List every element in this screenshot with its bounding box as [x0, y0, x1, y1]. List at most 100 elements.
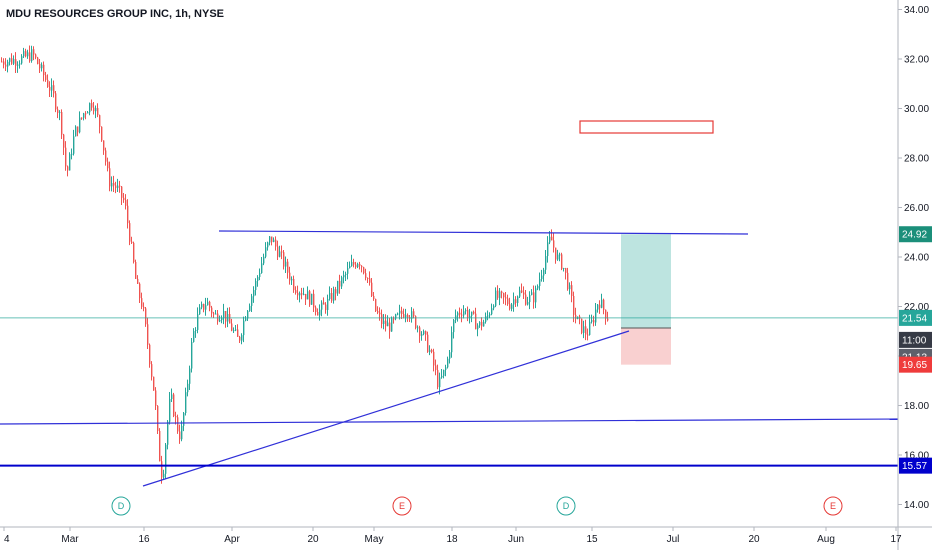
last-price-badge [899, 309, 932, 326]
candle-body [293, 278, 295, 291]
candle-body [475, 313, 477, 330]
candle-body [263, 256, 265, 264]
candle-body [63, 134, 65, 148]
candle-body [17, 64, 19, 66]
target-price-badge-label: 24.92 [902, 230, 927, 241]
time-tick-label: 4 [4, 534, 10, 545]
candle-body [569, 285, 571, 290]
time-axis[interactable]: 4 Mar 16 Apr 20 May 18 Jun 15 Jul 20 Aug 17 [3, 527, 902, 545]
candle-body [563, 268, 565, 270]
candle-body [83, 113, 85, 118]
candle-body [321, 302, 323, 310]
candle-body [325, 304, 327, 310]
candle-body [37, 57, 39, 65]
candle-body [495, 290, 497, 306]
time-tick-label: 18 [446, 534, 458, 545]
candle-body [583, 326, 585, 333]
candle-body [207, 301, 209, 306]
candle-body [27, 52, 29, 57]
candle-body [257, 276, 259, 281]
candle-body [303, 293, 305, 295]
candle-body [87, 112, 89, 114]
candle-body [339, 280, 341, 287]
candle-body [173, 394, 175, 417]
candle-body [175, 416, 177, 418]
candle-body [481, 321, 483, 327]
loss-zone [621, 328, 671, 365]
candle-body [265, 247, 267, 257]
candle-body [351, 262, 353, 266]
candle-body [361, 265, 363, 268]
candle-body [39, 64, 41, 69]
candle-body [479, 321, 481, 326]
candle-body [513, 299, 515, 305]
price-tick-label: 16.00 [904, 451, 929, 462]
candle-body [557, 254, 559, 260]
candle-body [211, 307, 213, 314]
candle-body [423, 331, 425, 335]
candle-body [5, 64, 7, 67]
candle-body [135, 262, 137, 279]
candle-body [489, 314, 491, 316]
support-trendline[interactable] [142, 330, 630, 487]
candle-body [605, 309, 607, 319]
candle-body [77, 126, 79, 133]
candle-body [553, 240, 555, 248]
candle-body [439, 377, 441, 388]
candle-body [445, 367, 447, 370]
candle-body [57, 109, 59, 113]
candle-body [199, 307, 201, 315]
candle-body [395, 314, 397, 319]
candle-body [323, 302, 325, 305]
time-tick-label: 15 [586, 534, 598, 545]
target-rectangle[interactable] [579, 120, 714, 134]
candle-body [535, 288, 537, 303]
candle-body [299, 293, 301, 296]
candle-body [357, 263, 359, 268]
candle-body [491, 308, 493, 315]
candle-body [125, 199, 127, 206]
candle-body [167, 421, 169, 445]
candle-body [191, 341, 193, 369]
candle-body [485, 316, 487, 322]
candle-body [589, 321, 591, 335]
candle-body [461, 314, 463, 316]
candle-body [375, 299, 377, 312]
candle-body [35, 54, 37, 58]
candle-body [49, 86, 51, 91]
candle-body [581, 318, 583, 333]
candle-body [89, 103, 91, 113]
candle-body [105, 150, 107, 162]
candle-body [443, 369, 445, 376]
candle-body [133, 242, 135, 263]
candle-body [337, 280, 339, 294]
candle-body [139, 283, 141, 299]
time-tick-label: Jun [508, 534, 524, 545]
time-tick-label: May [365, 534, 384, 545]
candle-body [43, 64, 45, 76]
candle-body [123, 197, 125, 200]
candle-body [187, 383, 189, 393]
candle-body [209, 301, 211, 308]
candle-body [251, 296, 253, 306]
price-tick-label: 32.00 [904, 55, 929, 66]
price-tick-label: 26.00 [904, 203, 929, 214]
candle-body [143, 306, 145, 309]
stop-price-badge [899, 356, 932, 373]
candle-body [1, 61, 3, 63]
candle-body [509, 304, 511, 309]
candle-body [545, 256, 547, 270]
resistance-trendline[interactable] [218, 230, 749, 235]
candle-body [355, 264, 357, 268]
candle-body [433, 351, 435, 366]
time-tick-label: Apr [224, 534, 240, 545]
candle-body [149, 344, 151, 365]
candle-body [25, 51, 27, 57]
candle-body [51, 85, 53, 91]
candle-body [401, 310, 403, 315]
time-tick-label: 20 [748, 534, 760, 545]
lower-trendline[interactable] [0, 418, 899, 425]
drawings[interactable] [0, 120, 899, 487]
